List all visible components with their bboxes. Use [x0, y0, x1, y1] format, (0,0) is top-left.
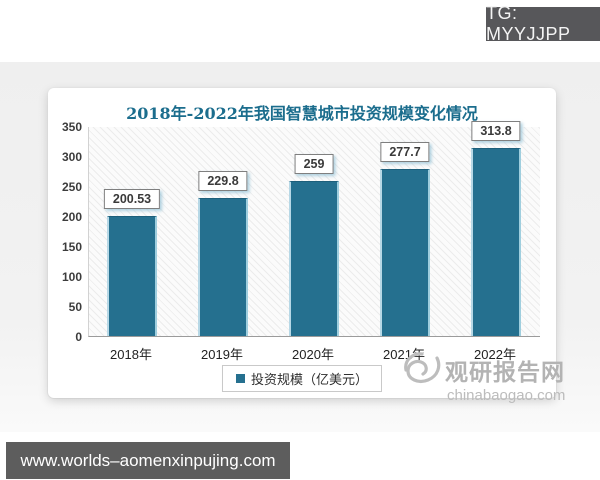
x-tick-label: 2022年: [474, 347, 516, 362]
footer-url-bar: www.worlds–aomenxinpujing.com: [6, 442, 290, 479]
legend: 投资规模（亿美元）: [221, 365, 383, 392]
y-tick-label: 150: [61, 240, 82, 254]
plot-area: 200.53 229.8 259 277.7 313.8: [88, 120, 540, 337]
tg-badge: TG: MYYJJPP: [486, 3, 600, 44]
x-tick-label: 2020年: [292, 347, 334, 362]
bar-value-label: 200.53: [103, 188, 161, 209]
bar-value-label: 277.7: [380, 142, 430, 163]
chart-title: 2018年-2022年我国智慧城市投资规模变化情况: [126, 104, 478, 123]
bar: [198, 198, 248, 336]
bar-value-label: 313.8: [471, 120, 521, 141]
chart-panel: 2018年-2022年我国智慧城市投资规模变化情况 350 300 250 200 15…: [48, 88, 565, 404]
y-tick-label: 300: [61, 150, 82, 164]
footer-url-label: www.worlds–aomenxinpujing.com: [20, 450, 276, 470]
y-tick-label: 0: [75, 330, 82, 344]
x-tick-label: 2018年: [110, 347, 152, 362]
x-tick-label: 2019年: [201, 347, 243, 362]
y-tick-label: 350: [61, 120, 82, 134]
legend-swatch-icon: [235, 374, 245, 383]
bar-value-label: 229.8: [198, 171, 248, 192]
y-tick-label: 250: [61, 180, 82, 194]
bar: [289, 180, 339, 336]
bar: [107, 215, 157, 336]
x-tick-label: 2021年: [383, 347, 425, 362]
tg-badge-label: TG: MYYJJPP: [486, 3, 571, 44]
legend-label: 投资规模（亿美元）: [250, 372, 369, 387]
bar-value-label: 259: [294, 153, 334, 174]
bar: [380, 169, 430, 336]
y-tick-label: 200: [61, 210, 82, 224]
bar: [471, 147, 521, 336]
y-tick-label: 50: [68, 300, 82, 314]
y-tick-label: 100: [61, 270, 82, 284]
